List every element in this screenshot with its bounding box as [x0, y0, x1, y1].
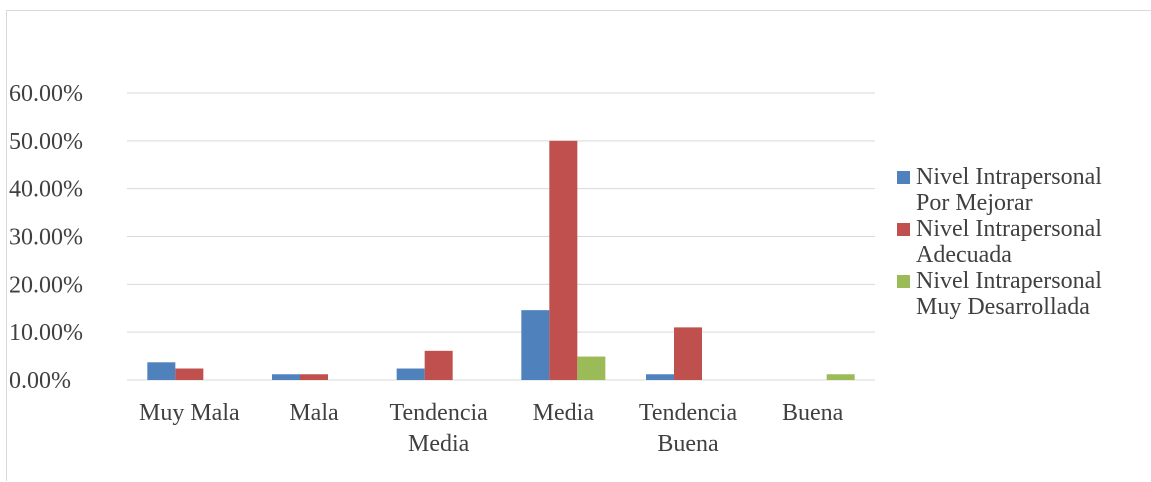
y-tick-label: 40.00% [9, 177, 83, 203]
x-tick-label: Buena [782, 400, 844, 426]
bar [272, 374, 300, 380]
legend-label: Por Mejorar [916, 190, 1033, 216]
bar [175, 368, 204, 380]
bar [147, 362, 176, 380]
legend-item: Nivel Intrapersonal Muy Desarrollada [894, 268, 1151, 320]
bar [549, 140, 578, 380]
x-tick-label: Tendencia Media [390, 400, 489, 457]
bar [521, 310, 550, 380]
chart-container: 0.00% 10.00% 20.00% 30.00% 40.00% 50.00% 60.00… [6, 10, 1151, 481]
x-tick-label: Media [533, 400, 595, 426]
y-tick-label: 60.00% [9, 81, 83, 107]
y-tick-label: 50.00% [9, 129, 83, 155]
bar [300, 374, 328, 380]
x-tick-label: Mala [289, 400, 339, 426]
legend-label: Nivel Intrapersonal [916, 164, 1102, 190]
legend-swatch [897, 171, 910, 184]
legend-item: Nivel Intrapersonal Adecuada [894, 216, 1151, 268]
y-tick-label: 30.00% [9, 225, 83, 251]
legend-item: Nivel Intrapersonal Por Mejorar [894, 164, 1151, 216]
bar-chart: 0.00% 10.00% 20.00% 30.00% 40.00% 50.00% 60.00… [9, 81, 875, 457]
legend-swatch [897, 223, 910, 236]
bar [826, 374, 855, 380]
x-tick-label: Tendencia Buena [639, 400, 738, 457]
y-tick-label: 0.00% [9, 368, 71, 394]
legend-label: Nivel Intrapersonal [916, 216, 1102, 242]
y-tick-label: 10.00% [9, 320, 83, 346]
legend-label: Adecuada [916, 242, 1012, 268]
bar [577, 356, 606, 380]
y-tick-label: 20.00% [9, 272, 83, 298]
bar [396, 368, 425, 380]
chart-legend: Nivel Intrapersonal Por Mejorar Nivel Intr… [894, 164, 1151, 320]
legend-label: Nivel Intrapersonal [916, 268, 1102, 294]
bar [424, 350, 453, 380]
legend-label: Muy Desarrollada [916, 294, 1090, 320]
bar [646, 374, 674, 380]
x-tick-label: Muy Mala [139, 400, 240, 426]
legend-swatch [897, 275, 910, 288]
bar [674, 327, 702, 380]
